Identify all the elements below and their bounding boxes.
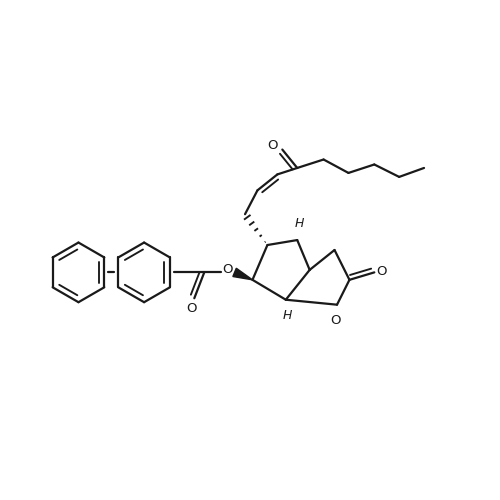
Text: O: O: [222, 263, 233, 276]
Polygon shape: [233, 268, 252, 280]
Text: O: O: [186, 302, 197, 314]
Text: O: O: [330, 314, 340, 326]
Text: O: O: [267, 139, 278, 152]
Text: H: H: [294, 217, 304, 230]
Text: H: H: [283, 308, 292, 322]
Text: O: O: [376, 265, 387, 278]
